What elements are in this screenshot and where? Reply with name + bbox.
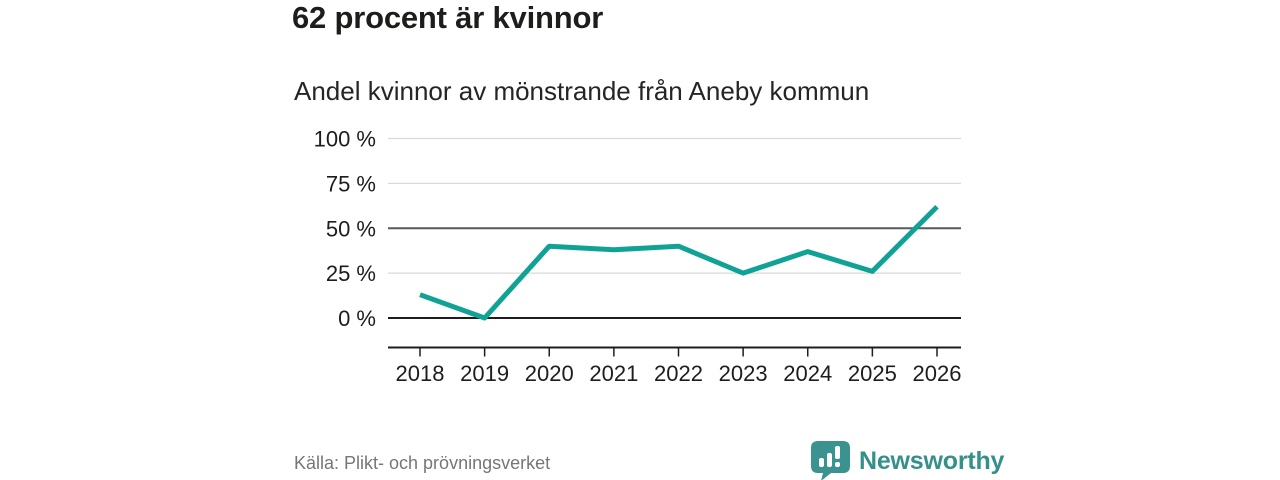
y-tick-label-50: 50 %: [326, 216, 376, 241]
x-tick-label-2019: 2019: [460, 361, 509, 386]
y-tick-label-0: 0 %: [338, 306, 376, 331]
x-tick-label-2020: 2020: [525, 361, 574, 386]
x-tick-label-2023: 2023: [719, 361, 768, 386]
x-tick-label-2025: 2025: [848, 361, 897, 386]
x-tick-label-2021: 2021: [589, 361, 638, 386]
y-tick-label-75: 75 %: [326, 171, 376, 196]
x-tick-label-2026: 2026: [913, 361, 962, 386]
y-tick-label-25: 25 %: [326, 261, 376, 286]
source-note: Källa: Plikt- och prövningsverket: [294, 453, 551, 473]
y-tick-label-100: 100 %: [314, 127, 376, 152]
newsworthy-speech-bubble-barchart-icon: [811, 441, 850, 480]
x-tick-label-2018: 2018: [396, 361, 445, 386]
newsworthy-wordmark: Newsworthy: [859, 446, 1005, 475]
x-tick-label-2024: 2024: [783, 361, 832, 386]
newsworthy-logo: Newsworthy: [810, 441, 1004, 480]
chart-subtitle: Andel kvinnor av mönstrande från Aneby k…: [294, 76, 870, 106]
data-line-andel-kvinnor: [419, 204, 939, 321]
x-tick-label-2022: 2022: [654, 361, 703, 386]
chart-title: 62 procent är kvinnor: [292, 0, 604, 35]
